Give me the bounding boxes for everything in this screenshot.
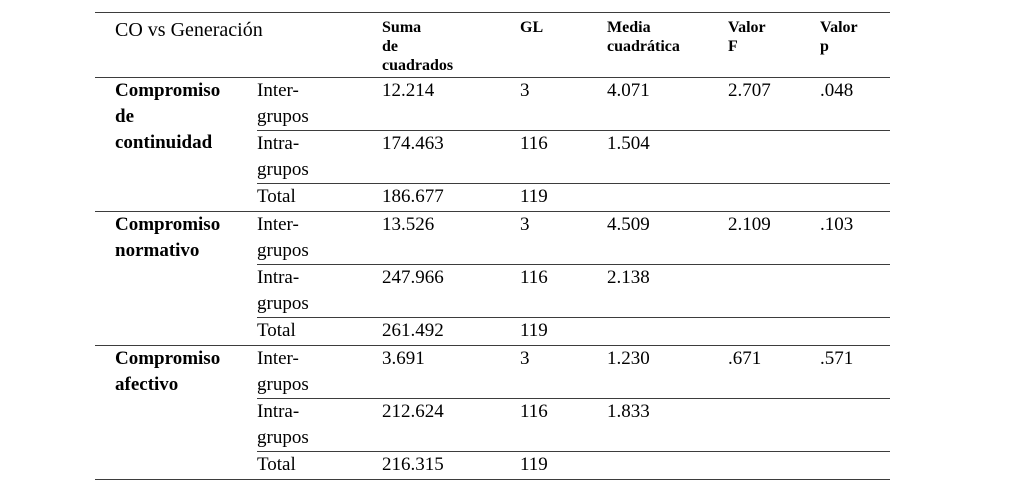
cell-media — [607, 451, 729, 480]
table-row: Total 186.677 119 — [95, 183, 891, 212]
cell-valor-f — [728, 317, 821, 346]
cell-valor-p — [820, 130, 891, 184]
table-row: Total 216.315 119 — [95, 451, 891, 480]
cell-valor-p — [820, 451, 891, 480]
group-name-normativo: Compromiso normativo — [95, 211, 257, 346]
col-header-valor-f: Valor F — [728, 12, 821, 78]
row-label: Inter- grupos — [257, 211, 383, 265]
cell-valor-p — [820, 183, 891, 212]
cell-valor-p: .571 — [820, 345, 891, 399]
cell-gl: 119 — [520, 451, 608, 480]
cell-media: 1.504 — [607, 130, 729, 184]
cell-suma: 212.624 — [382, 398, 521, 452]
col-header-valor-p: Valor p — [820, 12, 891, 78]
cell-media: 4.071 — [607, 77, 729, 131]
cell-valor-p: .048 — [820, 77, 891, 131]
table-title-cell: CO vs Generación — [95, 12, 383, 78]
cell-suma: 216.315 — [382, 451, 521, 480]
cell-valor-p — [820, 264, 891, 318]
cell-suma: 3.691 — [382, 345, 521, 399]
col-header-gl: GL — [520, 12, 608, 78]
table-row: Intra- grupos 247.966 116 2.138 — [95, 264, 891, 318]
cell-suma: 13.526 — [382, 211, 521, 265]
cell-suma: 247.966 — [382, 264, 521, 318]
row-label: Total — [257, 451, 383, 480]
row-label: Intra- grupos — [257, 398, 383, 452]
table-row: Compromiso de continuidad Inter- grupos … — [95, 77, 891, 212]
group-name-continuidad: Compromiso de continuidad — [95, 77, 257, 212]
table-row: Compromiso normativo Inter- grupos 13.52… — [95, 211, 891, 346]
cell-gl: 116 — [520, 130, 608, 184]
cell-valor-f: .671 — [728, 345, 821, 399]
cell-gl: 116 — [520, 264, 608, 318]
cell-valor-p — [820, 317, 891, 346]
col-header-suma-de-cuadrados: Suma de cuadrados — [382, 12, 521, 78]
group-name-afectivo: Compromiso afectivo — [95, 345, 257, 480]
cell-suma: 186.677 — [382, 183, 521, 212]
table-row: Total 261.492 119 — [95, 317, 891, 346]
cell-gl: 3 — [520, 345, 608, 399]
cell-suma: 261.492 — [382, 317, 521, 346]
header-row: CO vs Generación Suma de cuadrados GL Me… — [95, 12, 891, 78]
row-label: Intra- grupos — [257, 264, 383, 318]
cell-media: 2.138 — [607, 264, 729, 318]
table-row: Compromiso afectivo Inter- grupos 3.691 … — [95, 345, 891, 480]
row-label: Total — [257, 183, 383, 212]
cell-media: 1.230 — [607, 345, 729, 399]
cell-valor-f — [728, 398, 821, 452]
cell-gl: 119 — [520, 183, 608, 212]
cell-media — [607, 317, 729, 346]
row-label: Intra- grupos — [257, 130, 383, 184]
cell-valor-f: 2.707 — [728, 77, 821, 131]
table-header: CO vs Generación Suma de cuadrados GL Me… — [95, 12, 891, 78]
cell-gl: 119 — [520, 317, 608, 346]
cell-media: 4.509 — [607, 211, 729, 265]
cell-valor-p — [820, 398, 891, 452]
cell-valor-f — [728, 183, 821, 212]
table-body: Compromiso de continuidad Inter- grupos … — [95, 77, 891, 480]
row-label: Inter- grupos — [257, 77, 383, 131]
anova-table: CO vs Generación Suma de cuadrados GL Me… — [95, 12, 891, 480]
col-header-media-cuadratica: Media cuadrática — [607, 12, 729, 78]
table-row: Intra- grupos 212.624 116 1.833 — [95, 398, 891, 452]
cell-valor-f: 2.109 — [728, 211, 821, 265]
row-label: Total — [257, 317, 383, 346]
table-row: Intra- grupos 174.463 116 1.504 — [95, 130, 891, 184]
cell-gl: 3 — [520, 211, 608, 265]
cell-valor-p: .103 — [820, 211, 891, 265]
cell-valor-f — [728, 451, 821, 480]
cell-suma: 174.463 — [382, 130, 521, 184]
row-label: Inter- grupos — [257, 345, 383, 399]
cell-media: 1.833 — [607, 398, 729, 452]
cell-gl: 116 — [520, 398, 608, 452]
cell-valor-f — [728, 264, 821, 318]
cell-valor-f — [728, 130, 821, 184]
cell-media — [607, 183, 729, 212]
cell-suma: 12.214 — [382, 77, 521, 131]
cell-gl: 3 — [520, 77, 608, 131]
